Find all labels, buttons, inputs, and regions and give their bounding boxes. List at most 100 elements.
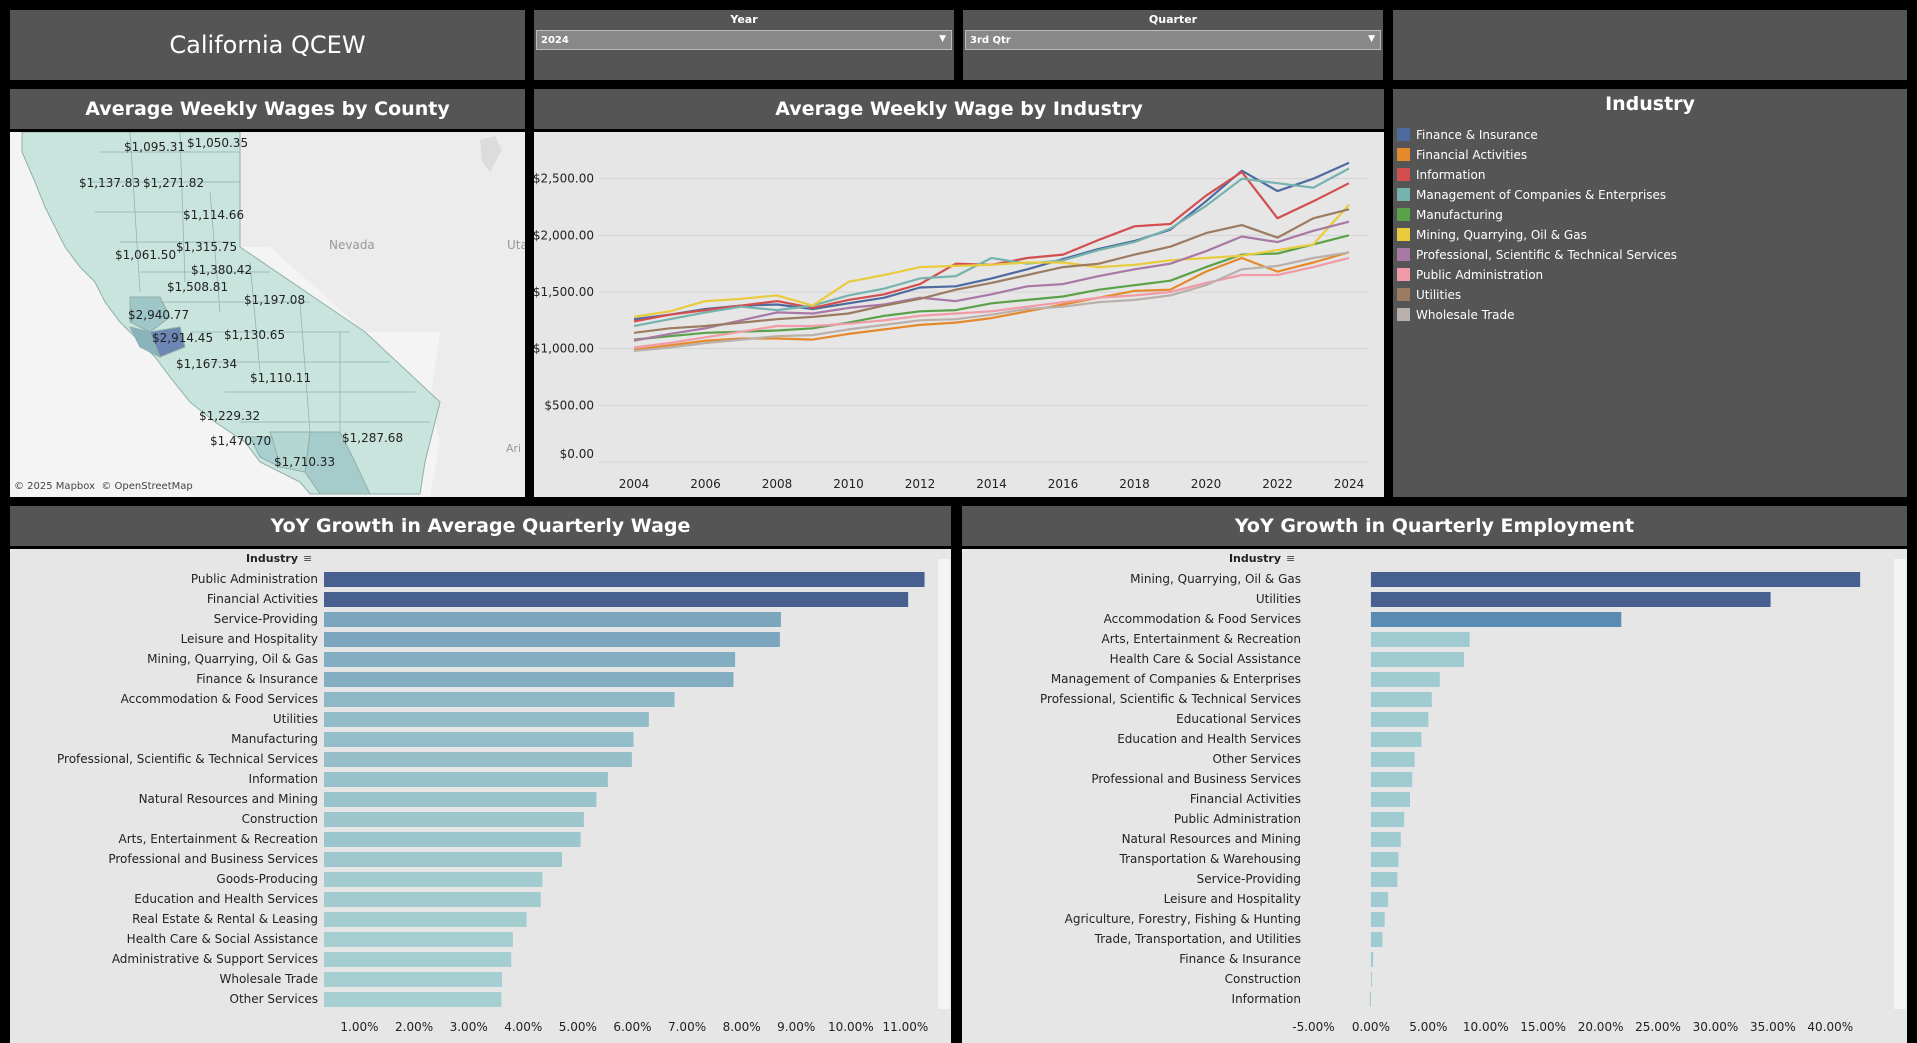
bar[interactable]: [1370, 812, 1405, 827]
bar[interactable]: [324, 932, 513, 947]
quarter-dropdown[interactable]: 3rd Qtr ▼: [965, 30, 1381, 50]
legend-item[interactable]: Public Administration: [1397, 267, 1543, 283]
axis-header[interactable]: Industry: [246, 552, 298, 565]
bar[interactable]: [1370, 832, 1401, 847]
bar[interactable]: [324, 712, 649, 727]
legend-swatch: [1397, 128, 1410, 141]
bar[interactable]: [324, 872, 543, 887]
bar[interactable]: [1370, 692, 1432, 707]
category-label: Utilities: [1256, 592, 1301, 606]
bar[interactable]: [324, 972, 502, 987]
category-label: Professional and Business Services: [1091, 772, 1301, 786]
legend-item[interactable]: Manufacturing: [1397, 207, 1503, 223]
bar[interactable]: [1370, 752, 1415, 767]
bar[interactable]: [324, 812, 584, 827]
bar[interactable]: [324, 592, 909, 607]
sort-icon[interactable]: ≡: [303, 552, 312, 565]
bar[interactable]: [1370, 592, 1771, 607]
wage-bar-chart[interactable]: Industry ≡ Public Administration Financial …: [10, 549, 951, 1043]
category-label: Other Services: [230, 992, 319, 1006]
bar[interactable]: [1370, 772, 1413, 787]
category-label: Manufacturing: [231, 732, 318, 746]
sort-icon[interactable]: ≡: [1286, 552, 1295, 565]
series-line[interactable]: [633, 256, 1350, 349]
category-label: Information: [249, 772, 318, 786]
bar[interactable]: [1370, 572, 1861, 587]
x-tick-label: 2022: [1262, 477, 1293, 491]
legend-item[interactable]: Utilities: [1397, 287, 1461, 303]
legend-item[interactable]: Management of Companies & Enterprises: [1397, 187, 1666, 203]
emp-bar-chart[interactable]: Industry ≡ Mining, Quarrying, Oil & Gas Uti…: [962, 549, 1907, 1043]
bar[interactable]: [1370, 972, 1372, 987]
bar[interactable]: [324, 832, 581, 847]
series-line[interactable]: [633, 161, 1350, 321]
bar[interactable]: [1370, 872, 1398, 887]
bar[interactable]: [1370, 912, 1385, 927]
category-label: Utilities: [273, 712, 318, 726]
bar[interactable]: [324, 792, 597, 807]
bar[interactable]: [1370, 672, 1440, 687]
legend-item[interactable]: Wholesale Trade: [1397, 307, 1515, 323]
legend-item[interactable]: Mining, Quarrying, Oil & Gas: [1397, 227, 1587, 243]
bar[interactable]: [1370, 792, 1410, 807]
category-label: Construction: [242, 812, 318, 826]
series-line[interactable]: [633, 208, 1350, 334]
legend-item[interactable]: Information: [1397, 167, 1485, 183]
x-tick-label: 2.00%: [395, 1020, 433, 1034]
series-line[interactable]: [633, 234, 1350, 341]
legend-swatch: [1397, 268, 1410, 281]
x-tick-label: 2006: [690, 477, 721, 491]
bar[interactable]: [324, 732, 634, 747]
category-label: Education and Health Services: [1117, 732, 1301, 746]
category-label: Arts, Entertainment & Recreation: [1102, 632, 1301, 646]
map-attribution[interactable]: © 2025 Mapbox © OpenStreetMap: [14, 481, 193, 492]
bar[interactable]: [324, 772, 608, 787]
bar[interactable]: [324, 912, 527, 927]
legend-item[interactable]: Professional, Scientific & Technical Ser…: [1397, 247, 1677, 263]
bar[interactable]: [324, 652, 736, 667]
bar[interactable]: [324, 672, 734, 687]
legend-item[interactable]: Finance & Insurance: [1397, 127, 1538, 143]
wage-bar-title: YoY Growth in Average Quarterly Wage: [10, 506, 951, 546]
x-tick-label: 9.00%: [777, 1020, 815, 1034]
bar[interactable]: [1370, 632, 1470, 647]
series-line[interactable]: [633, 251, 1350, 352]
bar[interactable]: [324, 852, 563, 867]
county-map[interactable]: $1,095.31 $1,050.35 $1,137.83 $1,271.82 …: [10, 132, 525, 497]
x-tick-label: 2018: [1119, 477, 1150, 491]
series-line[interactable]: [633, 167, 1350, 328]
bar[interactable]: [324, 632, 780, 647]
bar[interactable]: [324, 612, 781, 627]
bar[interactable]: [1369, 992, 1371, 1007]
bar[interactable]: [1370, 952, 1374, 967]
line-chart[interactable]: $0.00 $500.00 $1,000.00 $1,500.00 $2,000.00 $…: [534, 132, 1384, 497]
series-line[interactable]: [633, 203, 1350, 318]
bar[interactable]: [1370, 932, 1383, 947]
series-line[interactable]: [633, 220, 1350, 342]
bar[interactable]: [1370, 732, 1422, 747]
scrollbar[interactable]: [938, 559, 950, 1009]
county-label: $2,914.45: [152, 331, 214, 345]
bar[interactable]: [324, 992, 502, 1007]
bar[interactable]: [324, 692, 675, 707]
bar[interactable]: [1370, 712, 1429, 727]
bar[interactable]: [324, 892, 541, 907]
legend-swatch: [1397, 208, 1410, 221]
bar[interactable]: [324, 752, 632, 767]
series-line[interactable]: [633, 251, 1350, 351]
axis-header[interactable]: Industry: [1229, 552, 1281, 565]
bar[interactable]: [1370, 892, 1389, 907]
x-tick-label: 2024: [1334, 477, 1365, 491]
category-label: Real Estate & Rental & Leasing: [132, 912, 318, 926]
dashboard-title: California QCEW: [169, 31, 366, 59]
bar[interactable]: [1370, 612, 1622, 627]
x-tick-label: 2012: [905, 477, 936, 491]
bar[interactable]: [324, 572, 925, 587]
county-label: $1,167.34: [176, 357, 238, 371]
year-dropdown[interactable]: 2024 ▼: [536, 30, 952, 50]
scrollbar[interactable]: [1894, 559, 1906, 1009]
legend-item[interactable]: Financial Activities: [1397, 147, 1527, 163]
bar[interactable]: [324, 952, 512, 967]
bar[interactable]: [1370, 852, 1399, 867]
bar[interactable]: [1370, 652, 1464, 667]
